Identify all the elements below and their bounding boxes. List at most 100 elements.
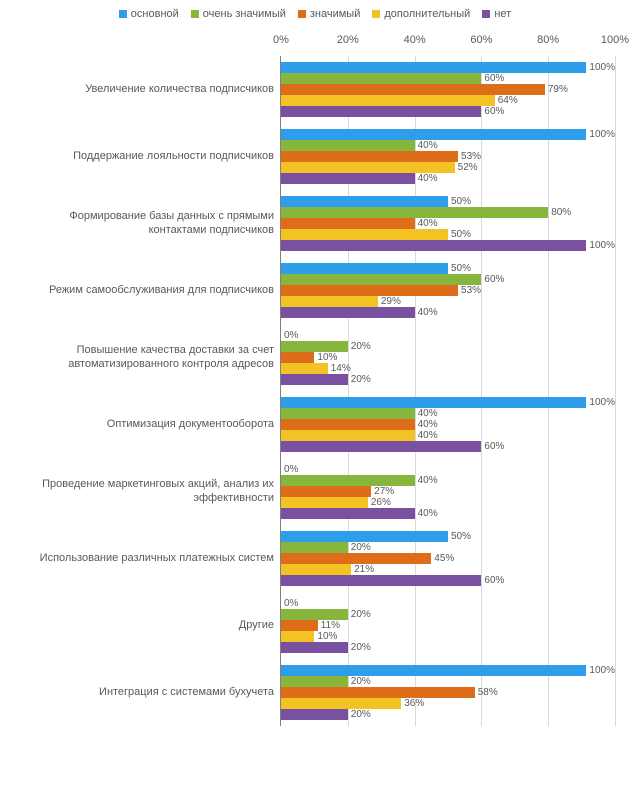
bar-row: 20%	[281, 676, 615, 687]
bar-value-label: 20%	[348, 676, 371, 687]
bar-row: 40%	[281, 430, 615, 441]
bar-value-label: 58%	[475, 687, 498, 698]
bar-row: 100%	[281, 665, 615, 676]
legend-label: дополнительный	[384, 8, 470, 20]
category-label: Проведение маркетинговых акций, анализ и…	[15, 458, 280, 525]
bar-value-label: 20%	[348, 609, 371, 620]
bar-value-label: 40%	[415, 218, 438, 229]
bar-value-label: 40%	[415, 419, 438, 430]
bar-row: 40%	[281, 508, 615, 519]
bar-row: 20%	[281, 642, 615, 653]
legend-item-s4: дополнительный	[372, 8, 470, 20]
bar-value-label: 20%	[348, 341, 371, 352]
bar-value-label: 11%	[318, 620, 340, 631]
bar-row: 40%	[281, 419, 615, 430]
bar-row: 60%	[281, 575, 615, 586]
bar	[281, 430, 415, 441]
plot-area: Увеличение количества подписчиковПоддерж…	[15, 56, 615, 726]
y-axis-labels: Увеличение количества подписчиковПоддерж…	[15, 56, 280, 726]
bar-row: 26%	[281, 497, 615, 508]
bar	[281, 698, 401, 709]
bar-value-label: 20%	[348, 709, 371, 720]
bar-row: 40%	[281, 173, 615, 184]
bar-row: 29%	[281, 296, 615, 307]
category-label: Поддержание лояльности подписчиков	[15, 123, 280, 190]
category-label: Увеличение количества подписчиков	[15, 56, 280, 123]
category-label: Другие	[15, 592, 280, 659]
bar-row: 60%	[281, 441, 615, 452]
bar	[281, 352, 314, 363]
bar-row: 80%	[281, 207, 615, 218]
x-tick: 100%	[601, 34, 629, 46]
bar-row: 60%	[281, 274, 615, 285]
x-tick: 20%	[337, 34, 359, 46]
bar-group: 0%20%11%10%20%	[281, 592, 615, 659]
bar-row: 52%	[281, 162, 615, 173]
bar	[281, 397, 586, 408]
bar	[281, 620, 318, 631]
legend-item-s2: очень значимый	[191, 8, 286, 20]
bar-group: 50%20%45%21%60%	[281, 525, 615, 592]
bar-value-label: 60%	[481, 274, 504, 285]
bar-row: 0%	[281, 598, 615, 609]
bar-row: 40%	[281, 475, 615, 486]
bar-row: 40%	[281, 140, 615, 151]
bar-row: 20%	[281, 341, 615, 352]
category-label: Повышение качества доставки за счет авто…	[15, 324, 280, 391]
bar-row: 14%	[281, 363, 615, 374]
bar-row: 0%	[281, 464, 615, 475]
bar-row: 53%	[281, 285, 615, 296]
bar-value-label: 50%	[448, 229, 471, 240]
bar-group: 100%60%79%64%60%	[281, 56, 615, 123]
bar	[281, 62, 586, 73]
legend-item-s5: нет	[482, 8, 511, 20]
legend-swatch	[298, 10, 306, 18]
bar	[281, 296, 378, 307]
bar	[281, 341, 348, 352]
bar-row: 60%	[281, 73, 615, 84]
bar-row: 20%	[281, 609, 615, 620]
bar-group: 0%20%10%14%20%	[281, 324, 615, 391]
bar	[281, 274, 481, 285]
bar	[281, 575, 481, 586]
bar	[281, 374, 348, 385]
bar	[281, 73, 481, 84]
bar-value-label: 60%	[481, 73, 504, 84]
bar	[281, 162, 455, 173]
bar	[281, 508, 415, 519]
bar	[281, 609, 348, 620]
bar-value-label: 60%	[481, 575, 504, 586]
bar-value-label: 64%	[495, 95, 518, 106]
bar-group: 50%60%53%29%40%	[281, 257, 615, 324]
category-label: Использование различных платежных систем	[15, 525, 280, 592]
category-label: Оптимизация документооборота	[15, 391, 280, 458]
bar-value-label: 0%	[281, 598, 298, 609]
bar	[281, 497, 368, 508]
bar-row: 11%	[281, 620, 615, 631]
bar-row: 45%	[281, 553, 615, 564]
legend-swatch	[191, 10, 199, 18]
bar	[281, 229, 448, 240]
bars-area: 0%20%40%60%80%100% 100%60%79%64%60%100%4…	[280, 56, 615, 726]
bar	[281, 363, 328, 374]
bar-value-label: 20%	[348, 642, 371, 653]
bar-value-label: 60%	[481, 106, 504, 117]
grid-line	[615, 56, 616, 726]
bar-row: 10%	[281, 352, 615, 363]
x-axis: 0%20%40%60%80%100%	[281, 34, 615, 54]
legend-label: очень значимый	[203, 8, 286, 20]
bar-row: 50%	[281, 531, 615, 542]
bar-value-label: 100%	[586, 240, 615, 251]
chart-legend: основнойочень значимыйзначимыйдополнител…	[15, 8, 615, 20]
bar	[281, 129, 586, 140]
bar-value-label: 40%	[415, 173, 438, 184]
bar-value-label: 29%	[378, 296, 401, 307]
bar-group: 0%40%27%26%40%	[281, 458, 615, 525]
bar	[281, 307, 415, 318]
bar-value-label: 79%	[545, 84, 568, 95]
bar	[281, 709, 348, 720]
bar-row: 79%	[281, 84, 615, 95]
bar-group: 100%20%58%36%20%	[281, 659, 615, 726]
bar-value-label: 0%	[281, 330, 298, 341]
legend-swatch	[482, 10, 490, 18]
